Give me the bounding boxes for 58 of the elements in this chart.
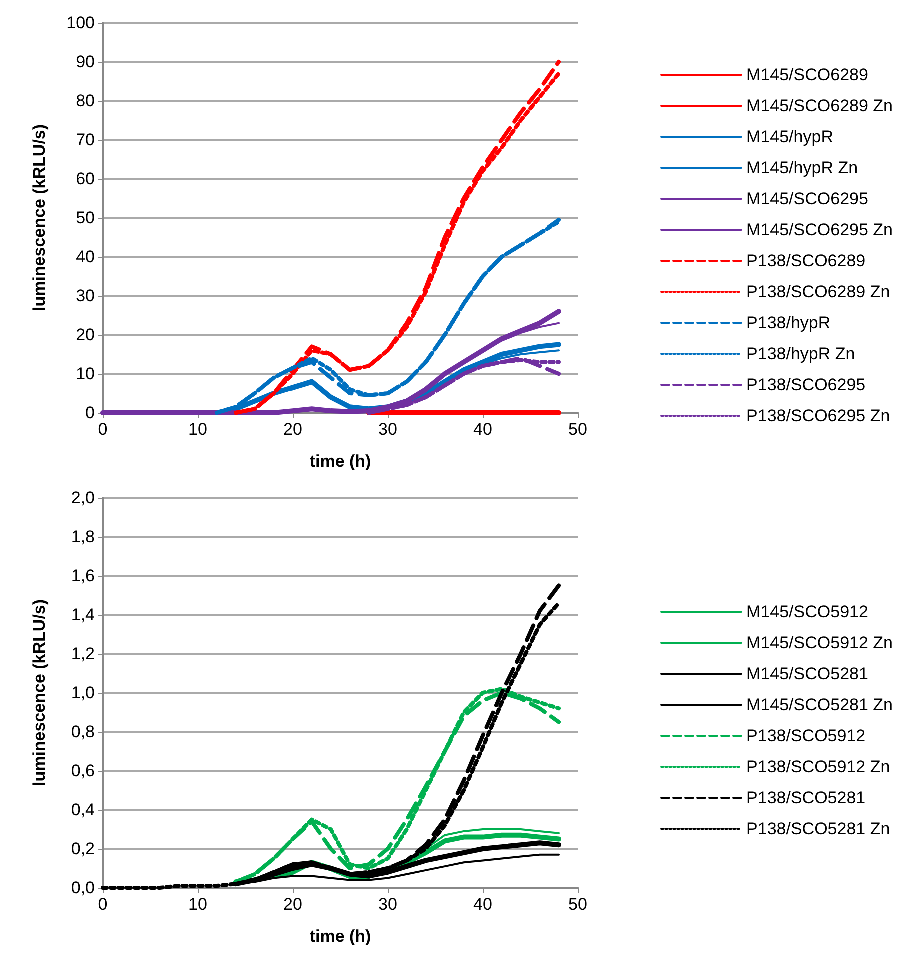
legend-label: M145/SCO6289 bbox=[746, 66, 868, 84]
legend-label: P138/SCO6289 bbox=[746, 252, 866, 270]
x-axis-title: time (h) bbox=[310, 927, 372, 946]
legend-label: P138/SCO5281 Zn bbox=[746, 820, 890, 838]
y-tick-label: 1,6 bbox=[71, 566, 95, 586]
x-tick-label: 30 bbox=[378, 420, 398, 439]
y-tick-label: 60 bbox=[76, 170, 95, 188]
x-tick-label: 50 bbox=[568, 420, 588, 439]
y-tick-label: 50 bbox=[76, 208, 95, 228]
y-tick-label: 0,2 bbox=[71, 840, 95, 858]
y-tick-label: 10 bbox=[76, 364, 95, 384]
legend-label: M145/hypR Zn bbox=[746, 158, 858, 178]
legend-label: P138/SCO5912 bbox=[746, 726, 866, 746]
legend-label: M145/SCO5281 Zn bbox=[746, 696, 893, 714]
y-tick-label: 70 bbox=[76, 130, 95, 150]
legend-label: P138/SCO5281 bbox=[746, 788, 866, 808]
legend-label: M145/hypR bbox=[746, 128, 834, 146]
y-tick-label: 1,8 bbox=[71, 528, 95, 546]
x-tick-label: 40 bbox=[474, 895, 492, 914]
y-tick-label: 40 bbox=[76, 248, 95, 266]
legend-label: M145/SCO5912 Zn bbox=[746, 634, 893, 652]
y-tick-label: 0,4 bbox=[71, 800, 95, 820]
x-tick-label: 0 bbox=[98, 895, 108, 914]
y-tick-label: 1,2 bbox=[71, 644, 95, 664]
legend-label: M145/SCO5912 bbox=[746, 602, 868, 622]
y-axis-title: luminescence (kRLU/s) bbox=[30, 124, 49, 312]
y-tick-label: 1,0 bbox=[71, 684, 95, 702]
x-tick-label: 20 bbox=[284, 895, 302, 914]
legend-label: P138/SCO6295 Zn bbox=[746, 406, 890, 426]
x-tick-label: 0 bbox=[98, 420, 108, 439]
y-tick-label: 0,6 bbox=[71, 762, 95, 780]
legend-label: P138/hypR bbox=[746, 314, 831, 332]
x-tick-label: 10 bbox=[188, 895, 208, 914]
y-tick-label: 2,0 bbox=[71, 488, 95, 508]
legend-label: P138/SCO6289 Zn bbox=[746, 282, 890, 302]
x-axis-title: time (h) bbox=[310, 452, 372, 471]
legend-label: M145/SCO6295 Zn bbox=[746, 220, 893, 240]
y-tick-label: 100 bbox=[66, 14, 95, 32]
y-axis-title: luminescence (kRLU/s) bbox=[30, 599, 49, 787]
x-tick-label: 10 bbox=[188, 420, 208, 439]
legend-label: M145/SCO6295 bbox=[746, 190, 868, 208]
x-tick-label: 50 bbox=[568, 895, 588, 914]
y-tick-label: 0 bbox=[86, 404, 95, 422]
y-tick-label: 20 bbox=[76, 326, 95, 344]
y-tick-label: 0,0 bbox=[71, 878, 95, 898]
legend-label: M145/SCO6289 Zn bbox=[746, 96, 893, 116]
legend-label: P138/SCO6295 bbox=[746, 376, 866, 394]
legend-label: M145/SCO5281 bbox=[746, 664, 868, 684]
x-tick-label: 30 bbox=[378, 895, 398, 914]
legend-label: P138/hypR Zn bbox=[746, 344, 856, 364]
x-tick-label: 40 bbox=[474, 420, 492, 439]
y-tick-label: 90 bbox=[76, 52, 95, 72]
legend-label: P138/SCO5912 Zn bbox=[746, 758, 890, 776]
y-tick-label: 80 bbox=[76, 92, 95, 110]
y-tick-label: 0,8 bbox=[71, 722, 95, 742]
y-tick-label: 1,4 bbox=[71, 606, 95, 624]
x-tick-label: 20 bbox=[284, 420, 302, 439]
y-tick-label: 30 bbox=[76, 286, 95, 306]
